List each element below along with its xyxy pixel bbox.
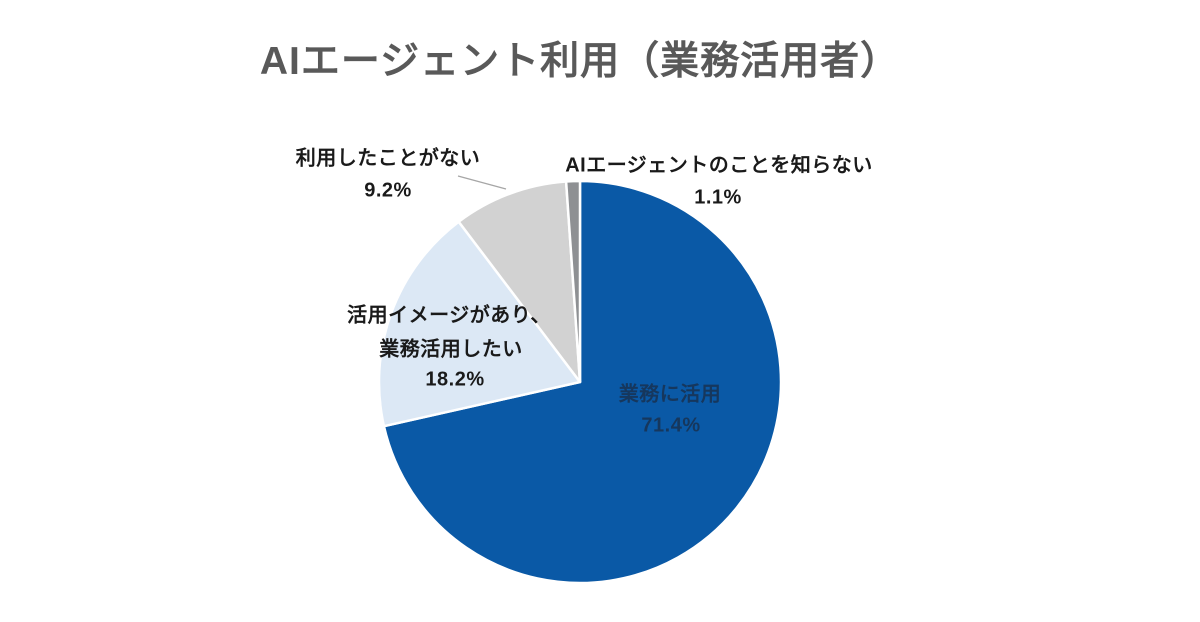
pie-slice-0 (382, 179, 783, 585)
label-never-used: 利用したことがない (295, 147, 481, 170)
label-in-use-pct: 71.4% (641, 414, 701, 437)
label-want-to-use-pct: 18.2% (425, 368, 485, 391)
label-want-to-use-line2: 業務活用したい (379, 338, 523, 361)
pie-slice-1 (377, 220, 582, 428)
label-never-used-pct: 9.2% (364, 179, 412, 202)
label-in-use: 業務に活用 (618, 383, 722, 406)
pie-slices (377, 179, 783, 585)
pie-slice-2 (457, 180, 582, 384)
label-want-to-use-line1: 活用イメージがあり、 (347, 304, 551, 327)
label-unknown: AIエージェントのことを知らない (565, 154, 873, 177)
chart-title: AIエージェント利用（業務活用者） (259, 40, 901, 83)
label-unknown-pct: 1.1% (694, 186, 742, 209)
pie-slice-3 (564, 179, 582, 384)
leader-line-never-used (457, 175, 507, 190)
